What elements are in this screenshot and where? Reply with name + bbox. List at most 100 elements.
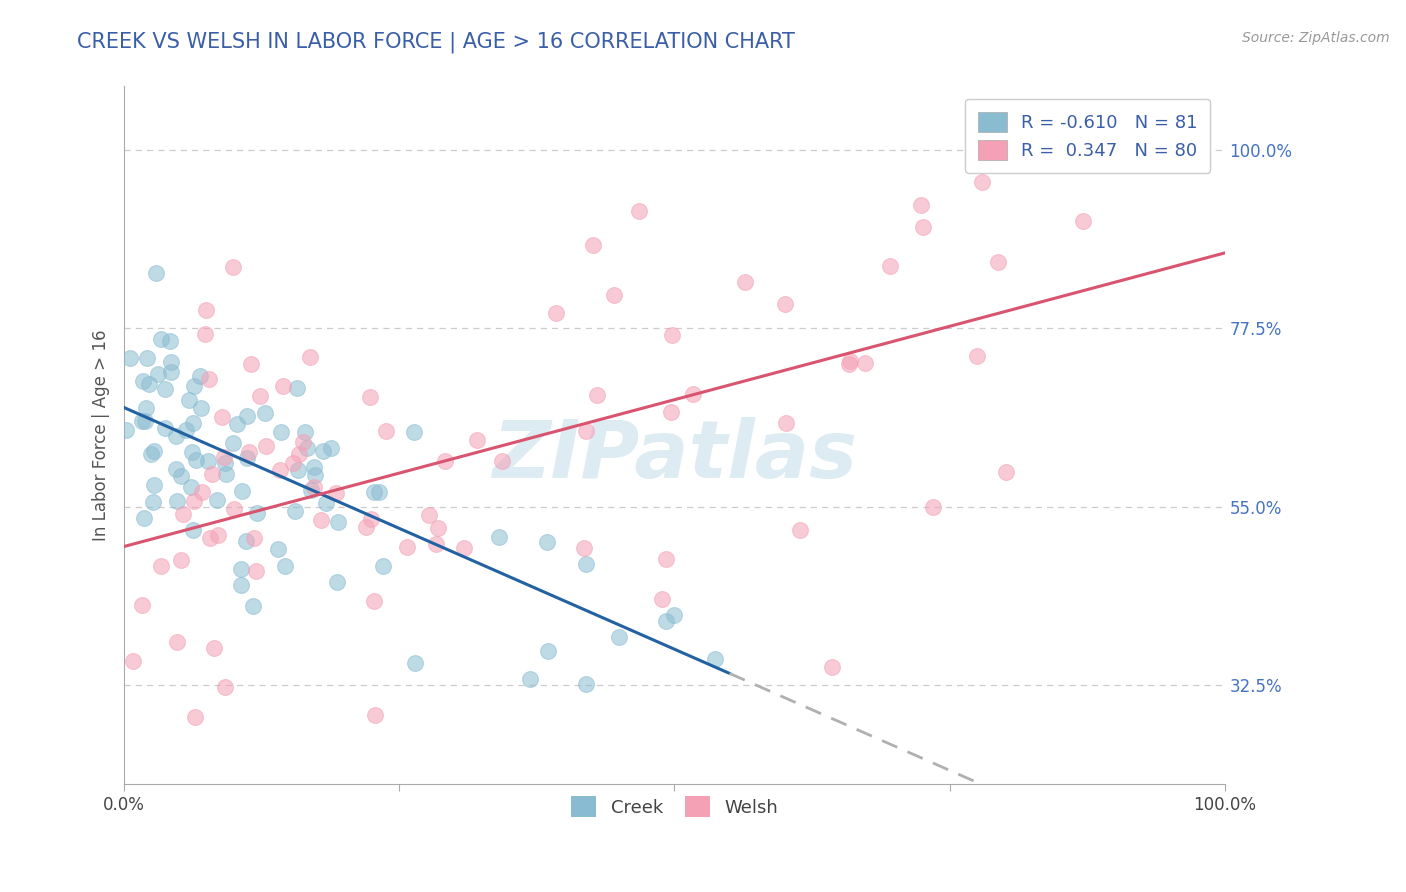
Point xyxy=(288,447,311,461)
Point xyxy=(312,443,335,458)
Point xyxy=(402,425,425,439)
Point xyxy=(659,405,682,419)
Point xyxy=(148,367,170,381)
Point xyxy=(253,406,276,420)
Point xyxy=(270,425,292,439)
Point xyxy=(238,445,260,459)
Point xyxy=(910,198,932,212)
Point xyxy=(155,382,177,396)
Point xyxy=(246,506,269,520)
Point xyxy=(183,493,205,508)
Point xyxy=(491,454,513,468)
Point xyxy=(912,219,935,234)
Point xyxy=(309,513,332,527)
Point xyxy=(284,504,307,518)
Point xyxy=(135,401,157,416)
Point xyxy=(198,532,221,546)
Point xyxy=(404,656,426,670)
Point xyxy=(537,644,560,658)
Point xyxy=(183,379,205,393)
Point xyxy=(373,558,395,573)
Point xyxy=(166,493,188,508)
Point xyxy=(628,203,651,218)
Point xyxy=(972,175,994,189)
Point xyxy=(319,442,342,456)
Point xyxy=(165,462,187,476)
Point xyxy=(603,287,626,301)
Point xyxy=(169,553,191,567)
Point xyxy=(995,466,1018,480)
Point xyxy=(160,365,183,379)
Point xyxy=(544,306,567,320)
Point xyxy=(142,444,165,458)
Point xyxy=(212,450,235,464)
Point xyxy=(236,409,259,423)
Point xyxy=(191,485,214,500)
Point xyxy=(283,456,305,470)
Point xyxy=(326,574,349,589)
Point xyxy=(488,530,510,544)
Point xyxy=(188,369,211,384)
Point xyxy=(575,557,598,571)
Point xyxy=(180,480,202,494)
Point xyxy=(519,672,541,686)
Point xyxy=(145,266,167,280)
Point xyxy=(211,410,233,425)
Point xyxy=(197,454,219,468)
Point xyxy=(425,537,447,551)
Point xyxy=(181,445,204,459)
Point xyxy=(201,467,224,482)
Legend: Creek, Welsh: Creek, Welsh xyxy=(564,789,785,824)
Point xyxy=(254,439,277,453)
Point xyxy=(1063,120,1085,134)
Point xyxy=(585,388,607,402)
Point xyxy=(166,635,188,649)
Point xyxy=(239,357,262,371)
Point xyxy=(235,451,257,466)
Point xyxy=(249,389,271,403)
Point xyxy=(202,641,225,656)
Point xyxy=(153,420,176,434)
Point xyxy=(139,447,162,461)
Point xyxy=(287,463,309,477)
Point xyxy=(662,608,685,623)
Point xyxy=(160,355,183,369)
Point xyxy=(418,508,440,522)
Point xyxy=(838,357,860,371)
Point xyxy=(132,511,155,525)
Point xyxy=(363,594,385,608)
Point xyxy=(987,254,1010,268)
Point xyxy=(159,334,181,348)
Point xyxy=(138,377,160,392)
Point xyxy=(773,296,796,310)
Point xyxy=(354,520,377,534)
Point xyxy=(134,414,156,428)
Point xyxy=(186,452,208,467)
Point xyxy=(198,371,221,385)
Point xyxy=(315,496,337,510)
Text: CREEK VS WELSH IN LABOR FORCE | AGE > 16 CORRELATION CHART: CREEK VS WELSH IN LABOR FORCE | AGE > 16… xyxy=(77,31,796,53)
Point xyxy=(368,484,391,499)
Point xyxy=(427,521,450,535)
Point xyxy=(651,591,673,606)
Point xyxy=(194,303,217,318)
Point xyxy=(297,441,319,455)
Point xyxy=(575,677,598,691)
Point xyxy=(775,416,797,430)
Point xyxy=(170,469,193,483)
Point xyxy=(921,500,943,515)
Point xyxy=(172,507,194,521)
Point xyxy=(190,401,212,415)
Point xyxy=(328,515,350,529)
Point xyxy=(214,680,236,694)
Point xyxy=(149,332,172,346)
Point xyxy=(294,425,316,440)
Point xyxy=(682,387,704,401)
Point xyxy=(271,379,294,393)
Point xyxy=(115,423,138,437)
Point xyxy=(231,483,253,498)
Point xyxy=(304,467,326,482)
Point xyxy=(242,599,264,614)
Point xyxy=(821,660,844,674)
Point xyxy=(375,424,398,438)
